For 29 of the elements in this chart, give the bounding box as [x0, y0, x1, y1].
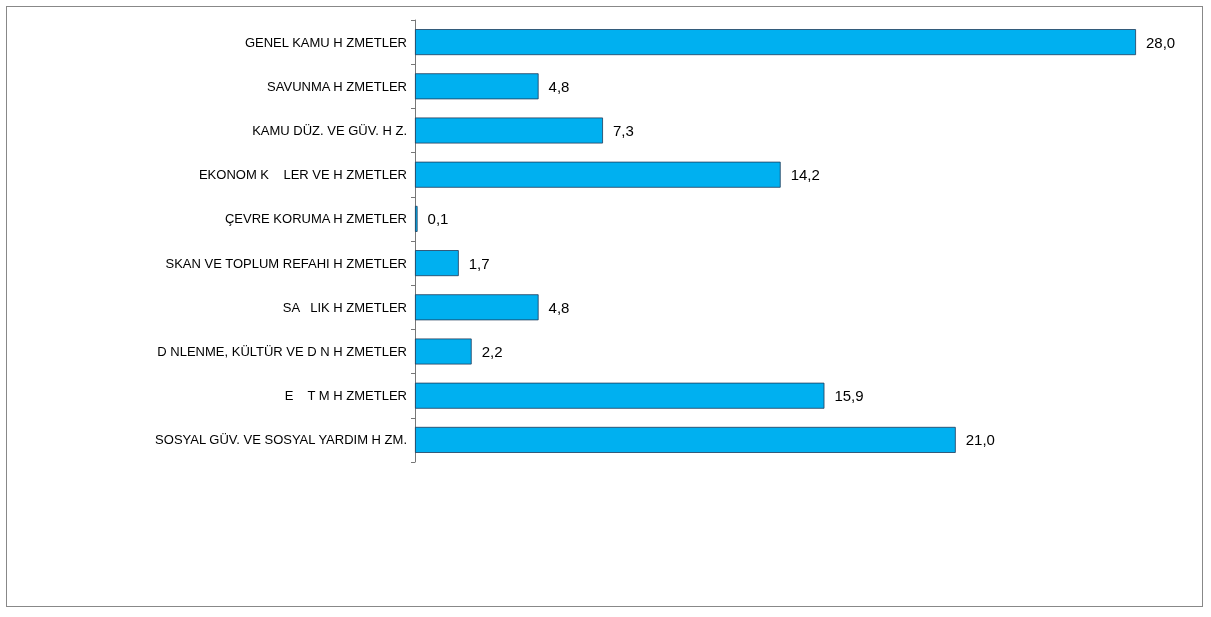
bar [415, 161, 781, 188]
bar [415, 338, 472, 365]
bar [415, 73, 539, 100]
bar [415, 382, 825, 409]
y-tick-label: EKONOM K LER VE H ZMETLER [198, 167, 407, 183]
y-tick-label: SOSYAL GÜV. VE SOSYAL YARDIM H ZM. [155, 432, 407, 448]
y-tick-label: KAMU DÜZ. VE GÜV. H Z. [252, 123, 407, 138]
data-label: 0,1 [427, 210, 449, 228]
y-tick-label: SA LIK H ZMETLER [282, 299, 407, 315]
data-label: 7,3 [612, 122, 634, 139]
data-label: 4,8 [548, 298, 570, 316]
y-tick-label: E T M H ZMETLER [284, 388, 407, 404]
data-label: 28,0 [1146, 33, 1176, 51]
bar [415, 29, 1136, 56]
bar [415, 117, 603, 144]
data-label: 21,0 [965, 431, 995, 449]
y-tick-label: GENEL KAMU H ZMETLER [244, 34, 407, 50]
y-tick-label: SAVUNMA H ZMETLER [267, 78, 407, 94]
bar [415, 426, 956, 453]
y-tick-label: SKAN VE TOPLUM REFAHI H ZMETLER [165, 255, 407, 271]
data-label: 15,9 [834, 387, 864, 405]
data-label: 4,8 [548, 77, 570, 95]
data-label: 14,2 [790, 166, 820, 184]
data-label: 2,2 [481, 343, 503, 360]
y-tick-label: D NLENME, KÜLTÜR VE D N H ZMETLER [157, 344, 407, 359]
y-tick-label: ÇEVRE KORUMA H ZMETLER [224, 211, 407, 227]
data-label: 1,7 [468, 254, 490, 272]
bar [415, 294, 539, 321]
bar [415, 250, 459, 277]
